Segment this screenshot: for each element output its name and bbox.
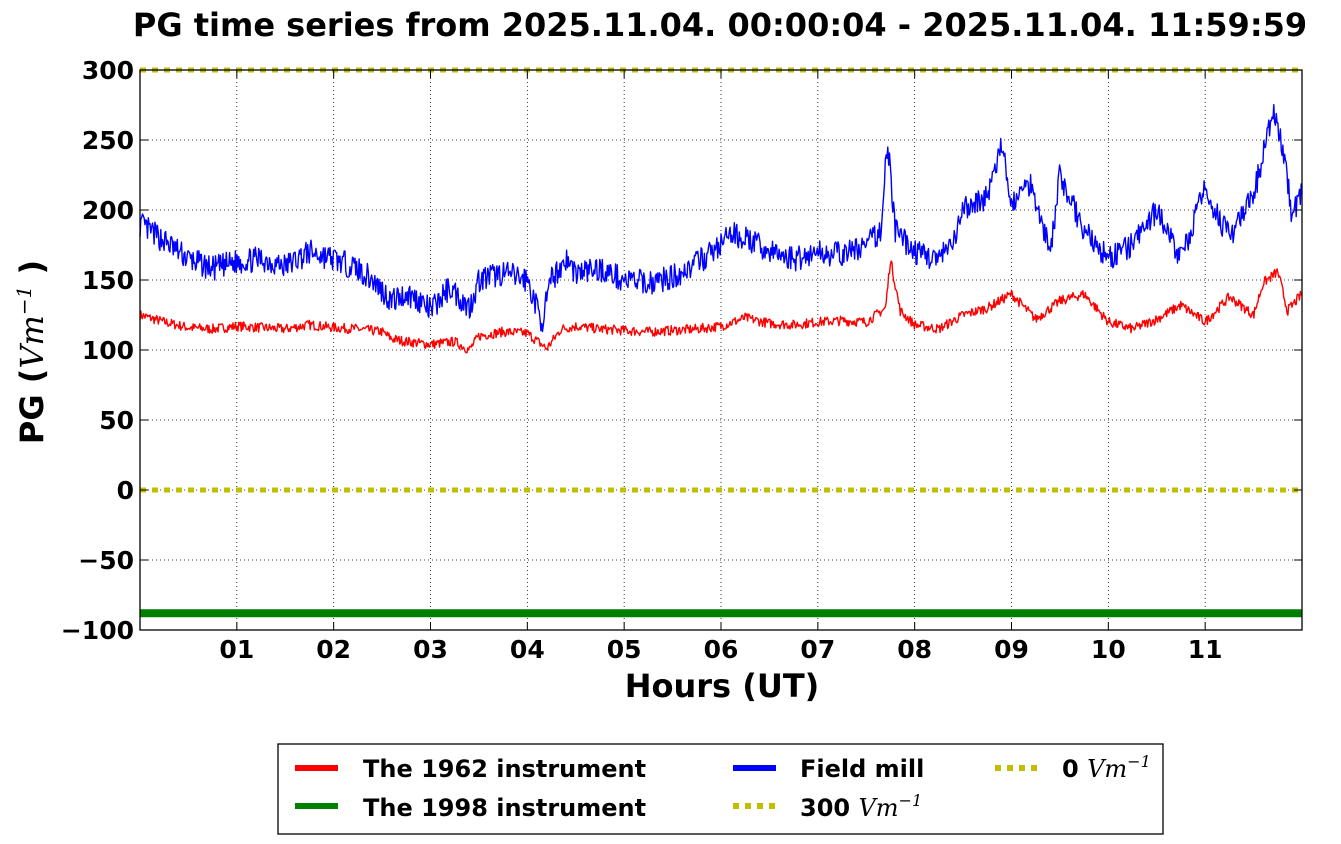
x-tick-label-09: 09 (994, 635, 1029, 664)
x-tick-label-07: 07 (800, 635, 835, 664)
series-layer (139, 67, 1302, 618)
x-tick-label-05: 05 (607, 635, 642, 664)
series-line-field-mill (139, 103, 1302, 333)
series-line-the-1962-instrument (139, 260, 1302, 354)
y-tick-label-150: 150 (82, 266, 134, 295)
y-tick-label-300: 300 (82, 56, 134, 85)
y-axis-label-unit: Vm (13, 315, 51, 368)
legend-box (277, 743, 1164, 835)
y-axis-label-exponent: −1 (12, 286, 36, 315)
chart-title: PG time series from 2025.11.04. 00:00:04… (133, 6, 1307, 44)
y-tick-label--100: −100 (61, 616, 134, 645)
y-axis-label: PG (Vm−1 ) (12, 260, 51, 444)
x-tick-label-06: 06 (704, 635, 739, 664)
legend-label-0-unit: Vm (1087, 755, 1127, 783)
legend-label-300-exp: −1 (899, 791, 923, 810)
legend: The 1962 instrument The 1998 instrument … (277, 743, 1164, 835)
legend-label-300: 300 Vm−1 (800, 791, 922, 822)
grid (140, 69, 1302, 631)
legend-label-1962: The 1962 instrument (363, 755, 646, 783)
x-axis-label: Hours (UT) (625, 667, 820, 705)
legend-label-300-unit: Vm (858, 794, 898, 822)
x-tick-label-02: 02 (316, 635, 351, 664)
y-tick-label-0: 0 (117, 476, 134, 505)
legend-label-1998: The 1998 instrument (363, 794, 646, 822)
x-tick-label-01: 01 (219, 635, 254, 664)
legend-label-0: 0 Vm−1 (1062, 752, 1151, 783)
y-axis-label-prefix: PG ( (13, 369, 51, 444)
y-tick-label--50: −50 (78, 546, 134, 575)
y-tick-label-50: 50 (99, 406, 134, 435)
x-tick-label-03: 03 (413, 635, 448, 664)
legend-label-field-mill: Field mill (800, 755, 924, 783)
y-tick-label-250: 250 (82, 126, 134, 155)
y-tick-label-200: 200 (82, 196, 134, 225)
y-tick-label-100: 100 (82, 336, 134, 365)
x-tick-label-04: 04 (510, 635, 545, 664)
ticks: 01 02 03 04 05 06 07 08 09 10 11 300 250 200 150 100 50 0… (61, 56, 1302, 664)
legend-label-300-value: 300 (800, 794, 858, 822)
legend-label-0-exp: −1 (1127, 752, 1151, 771)
x-tick-label-10: 10 (1091, 635, 1126, 664)
y-axis-label-suffix: ) (13, 260, 51, 286)
x-tick-label-11: 11 (1188, 635, 1223, 664)
legend-label-0-value: 0 (1062, 755, 1087, 783)
x-tick-label-08: 08 (897, 635, 932, 664)
